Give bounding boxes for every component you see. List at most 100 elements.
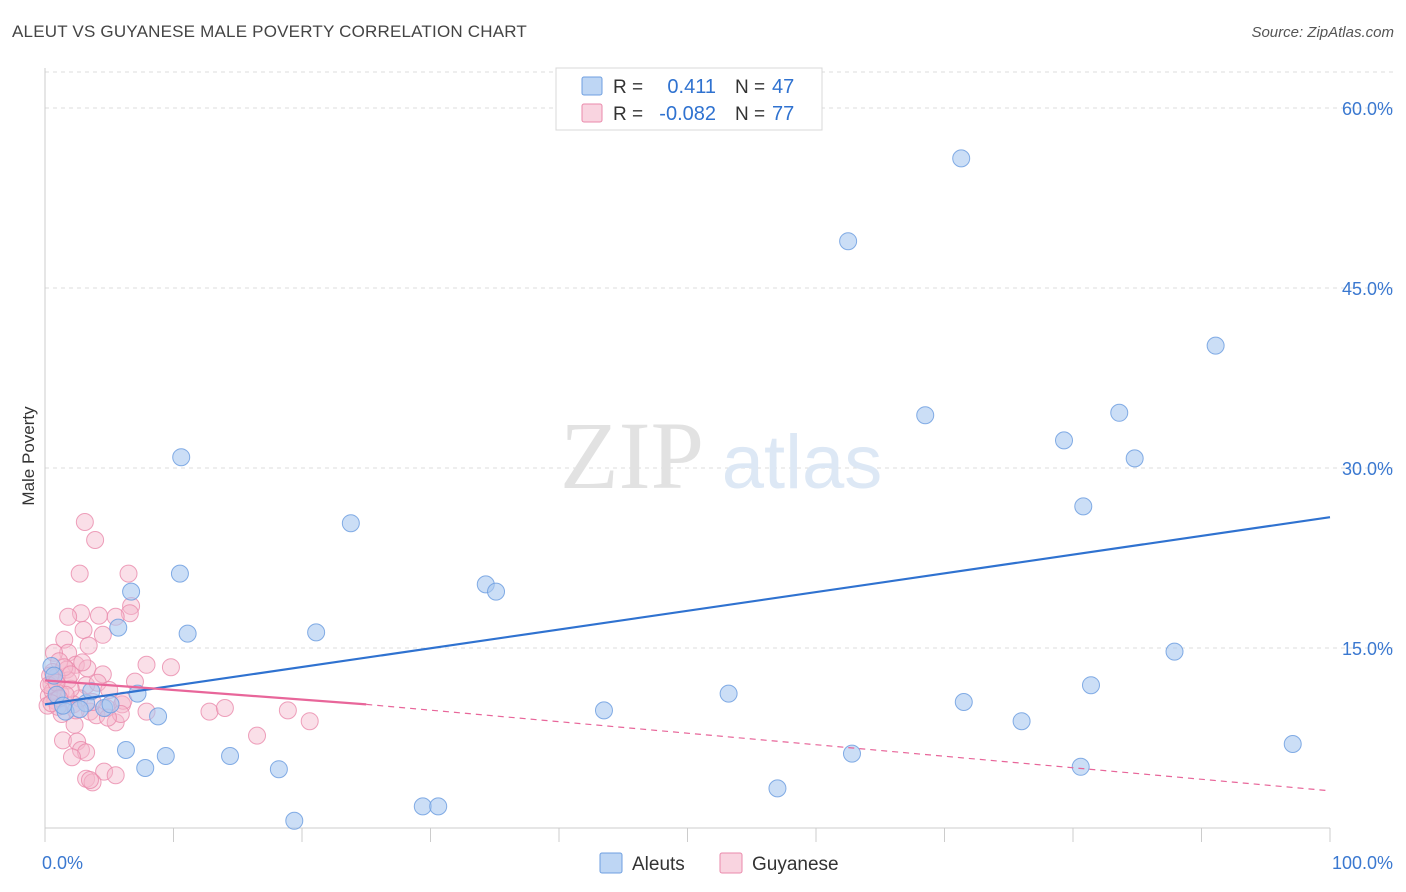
grid-lines — [45, 71, 1395, 649]
legend-n-value-aleut: 47 — [772, 76, 794, 98]
source-note: Source: ZipAtlas.com — [1251, 24, 1394, 41]
series-legend: Aleuts Guyanese — [599, 852, 839, 875]
series-legend-label-guyanese: Guyanese — [752, 854, 839, 875]
aleut-point — [1081, 676, 1100, 695]
legend-n-label-aleut: N = — [735, 77, 765, 98]
aleut-point — [269, 760, 288, 779]
tick-labels: 15.0% 30.0% 45.0% 60.0% 0.0% 100.0% — [42, 99, 1393, 873]
legend-r-label-guyanese: R = — [613, 104, 643, 125]
guyanese-point — [248, 726, 267, 745]
aleut-point — [82, 682, 101, 701]
guyanese-point — [278, 701, 297, 720]
aleut-point — [307, 623, 326, 642]
guyanese-point — [73, 653, 92, 672]
aleut-point — [156, 747, 175, 765]
aleut-point — [952, 149, 971, 168]
aleut-point — [1125, 449, 1144, 468]
guyanese-point — [83, 773, 102, 792]
watermark-zip: ZIP — [560, 402, 704, 509]
legend-swatch-aleut — [581, 76, 603, 96]
y-tick-label: 60.0% — [1342, 99, 1393, 119]
guyanese-trendline — [44, 679, 367, 706]
aleut-point — [842, 744, 861, 763]
guyanese-point — [80, 771, 99, 789]
aleut-point — [1283, 735, 1302, 753]
aleut-point — [101, 695, 120, 714]
aleut-point — [413, 797, 432, 816]
guyanese-point — [77, 743, 96, 762]
aleut-point — [487, 582, 506, 601]
aleut-point — [136, 759, 155, 777]
aleut-point — [1012, 712, 1031, 731]
aleut-point — [916, 406, 935, 425]
guyanese-point — [161, 658, 180, 677]
aleut-point — [839, 232, 858, 251]
legend-n-value-guyanese: 77 — [772, 103, 794, 125]
aleut-point — [768, 779, 787, 798]
guyanese-point — [200, 702, 219, 721]
aleut-points — [42, 149, 1302, 830]
aleut-point — [109, 618, 128, 637]
aleut-point — [172, 448, 191, 467]
guyanese-point — [119, 564, 138, 583]
guyanese-point — [75, 513, 94, 531]
aleut-point — [1071, 757, 1090, 776]
aleut-point — [954, 693, 973, 711]
guyanese-point — [62, 748, 81, 767]
aleut-point — [221, 747, 240, 765]
guyanese-trendline — [366, 703, 1331, 792]
aleut-point — [1074, 497, 1093, 516]
aleut-point — [178, 624, 197, 643]
guyanese-point — [300, 712, 319, 731]
aleut-point — [1055, 431, 1074, 450]
aleut-point — [70, 700, 89, 719]
guyanese-point — [70, 564, 89, 583]
aleut-point — [429, 797, 448, 816]
watermark: ZIP atlas — [560, 402, 882, 509]
legend-r-value-aleut: 0.411 — [667, 76, 716, 98]
guyanese-point — [71, 741, 90, 759]
chart-title: ALEUT VS GUYANESE MALE POVERTY CORRELATI… — [12, 22, 528, 41]
trendlines — [44, 516, 1331, 792]
watermark-atlas: atlas — [722, 420, 883, 505]
aleut-point — [116, 741, 135, 759]
aleut-point — [719, 684, 738, 703]
aleut-point — [170, 564, 189, 583]
x-tick-label: 0.0% — [42, 853, 83, 873]
guyanese-points — [38, 513, 319, 792]
axes — [44, 68, 1331, 842]
x-tick-label: 100.0% — [1332, 853, 1393, 873]
y-tick-label: 15.0% — [1342, 639, 1393, 659]
aleut-point — [341, 514, 360, 533]
guyanese-point — [53, 731, 72, 750]
legend-r-value-guyanese: -0.082 — [659, 103, 716, 125]
aleut-point — [594, 701, 613, 720]
legend-swatch-guyanese — [581, 103, 603, 123]
guyanese-point — [89, 606, 108, 625]
y-tick-label: 45.0% — [1342, 279, 1393, 299]
series-legend-swatch-aleuts — [599, 852, 623, 874]
aleut-point — [1110, 403, 1129, 422]
guyanese-point — [120, 604, 139, 623]
guyanese-point — [93, 625, 112, 644]
aleut-point — [122, 582, 141, 601]
guyanese-point — [106, 766, 125, 785]
correlation-legend: R = 0.411 N = 47 R = -0.082 N = 77 — [555, 67, 823, 131]
guyanese-point — [79, 636, 98, 655]
series-legend-swatch-guyanese — [719, 852, 743, 874]
guyanese-point — [74, 621, 93, 639]
guyanese-point — [93, 665, 112, 684]
guyanese-point — [137, 655, 156, 674]
guyanese-point — [95, 762, 114, 781]
y-tick-label: 30.0% — [1342, 459, 1393, 479]
guyanese-point — [59, 607, 78, 626]
aleut-point — [149, 707, 168, 726]
guyanese-point — [61, 665, 80, 684]
aleut-point — [285, 811, 304, 830]
series-legend-label-aleuts: Aleuts — [632, 854, 685, 875]
aleut-point — [1206, 336, 1225, 355]
guyanese-point — [86, 531, 105, 549]
aleut-point — [1165, 642, 1184, 661]
aleut-trendline — [44, 516, 1331, 706]
